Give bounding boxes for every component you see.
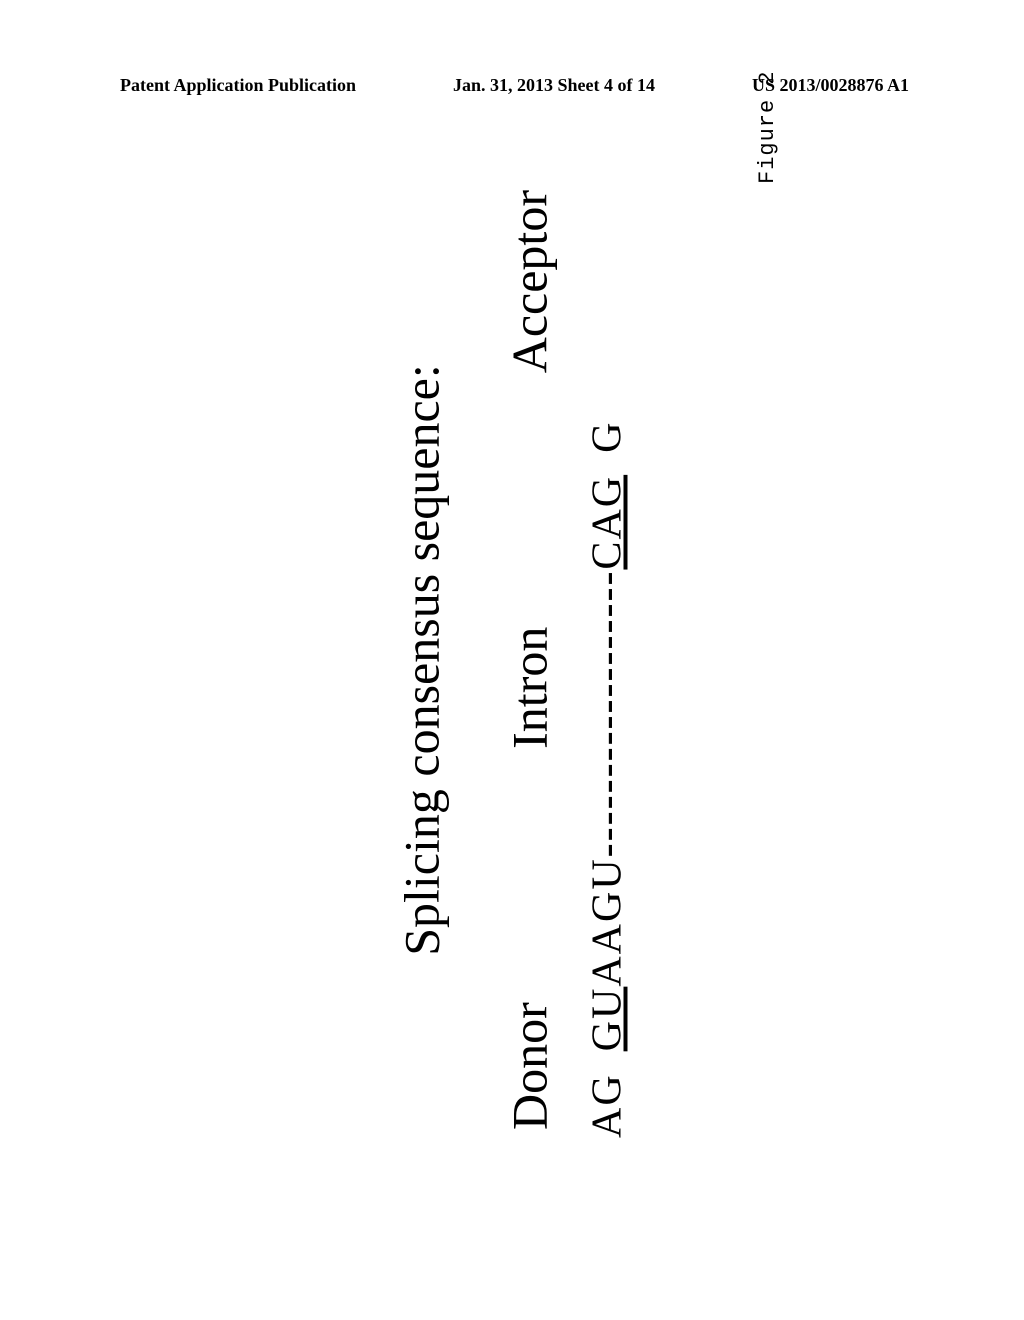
header-date-sheet: Jan. 31, 2013 Sheet 4 of 14 <box>453 75 655 96</box>
seq-suffix: G <box>585 421 631 453</box>
label-donor: Donor <box>501 1002 559 1130</box>
seq-dashes: ------------------ <box>585 570 631 858</box>
seq-donor-tail: AAGU <box>585 857 631 986</box>
page-header: Patent Application Publication Jan. 31, … <box>0 75 1024 96</box>
sequence-text: AG GUAAGU------------------CAG G <box>584 160 632 1160</box>
seq-prefix: AG <box>585 1073 631 1138</box>
label-intron: Intron <box>501 627 559 749</box>
seq-acceptor-underline: CAG <box>585 475 631 570</box>
label-acceptor: Acceptor <box>501 190 559 373</box>
sequence-labels: Donor Intron Acceptor <box>501 160 559 1160</box>
header-publication-type: Patent Application Publication <box>120 75 356 96</box>
figure-caption: Figure 2 <box>755 70 780 184</box>
figure-content: Splicing consensus sequence: Donor Intro… <box>393 160 632 1160</box>
seq-donor-underline: GU <box>585 987 631 1052</box>
figure-title: Splicing consensus sequence: <box>393 160 451 1160</box>
